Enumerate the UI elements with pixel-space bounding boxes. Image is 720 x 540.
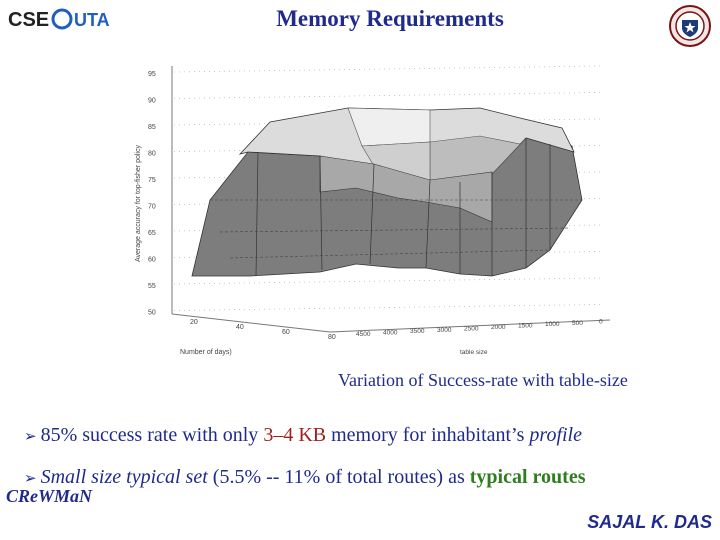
bullet-1: ➢ 85% success rate with only 3–4 KB memor… — [24, 424, 582, 447]
floor-edge-right — [329, 319, 611, 333]
bullet-2: ➢ Small size typical set (5.5% -- 11% of … — [24, 466, 585, 489]
bullet-2-part-1: (5.5% -- 11% of total routes) as — [207, 466, 470, 488]
grid-line — [173, 92, 601, 99]
grid-line — [173, 65, 601, 73]
x-tick-label: 20 — [190, 319, 198, 326]
z-tick-label: 60 — [148, 257, 156, 264]
x-tick-label: 80 — [328, 334, 336, 341]
mesh-line — [369, 163, 375, 265]
z-tick-label: 90 — [148, 98, 156, 105]
y-tick-label: 2000 — [491, 324, 506, 331]
page-title: Memory Requirements — [276, 6, 504, 31]
y-tick-label: 1500 — [518, 323, 533, 330]
grid-line — [173, 277, 601, 285]
z-tick-label: 70 — [148, 204, 156, 211]
y-tick-label: 1000 — [545, 321, 560, 328]
z-tick-label: 55 — [148, 283, 156, 290]
x-tick-label: 40 — [236, 324, 244, 331]
floor-edge-left — [171, 313, 331, 333]
svg-text:UTA: UTA — [74, 10, 110, 30]
y-tick-label: 2500 — [464, 325, 479, 332]
mesh-line — [219, 227, 571, 233]
svg-text:CSE: CSE — [8, 9, 49, 31]
arrow-bullet-icon: ➢ — [24, 427, 37, 445]
surface-top-highlight — [347, 107, 431, 147]
bullet-1-part-1: 3–4 KB — [263, 424, 327, 446]
x-axis-label: Number of days) — [180, 349, 232, 356]
mesh-line — [319, 155, 323, 271]
bullet-2-part-0: Small size typical set — [40, 466, 208, 488]
grid-line — [173, 304, 601, 311]
surface-plot: 95 90 85 80 75 70 65 60 55 50 Average accuracy for… — [130, 52, 625, 360]
university-seal-icon — [668, 4, 712, 48]
y-tick-label: 4000 — [383, 330, 398, 337]
z-tick-label: 85 — [148, 124, 156, 131]
bullet-1-part-0: 85% success rate with only — [40, 424, 264, 446]
y-tick-label: 4500 — [356, 331, 371, 338]
bullet-2-part-2: typical routes — [469, 466, 586, 488]
z-tick-label: 75 — [148, 177, 156, 184]
mesh-line — [255, 151, 259, 277]
z-axis-label: Average accuracy for top-fisher policy — [135, 145, 142, 262]
cse-uta-logo: CSE UTA — [6, 4, 110, 34]
bullet-1-part-3: profile — [529, 424, 582, 446]
mesh-line — [229, 249, 551, 259]
y-tick-label: 500 — [572, 320, 583, 327]
z-tick-label: 95 — [148, 71, 156, 78]
figure-caption: Variation of Success-rate with table-siz… — [338, 370, 628, 390]
z-tick-label: 65 — [148, 230, 156, 237]
y-tick-label: 0 — [599, 318, 603, 325]
y-tick-label: 3500 — [410, 328, 425, 335]
z-tick-label: 50 — [148, 310, 156, 317]
y-tick-label: 3000 — [437, 327, 452, 334]
x-tick-label: 60 — [282, 329, 290, 336]
footer-left-label: CReWMaN — [6, 486, 93, 506]
y-axis-label: table size — [460, 349, 488, 356]
footer-author: SAJAL K. DAS — [587, 512, 712, 532]
z-tick-label: 80 — [148, 151, 156, 158]
bullet-1-part-2: memory for inhabitant’s — [326, 424, 530, 446]
arrow-bullet-icon: ➢ — [24, 469, 37, 487]
